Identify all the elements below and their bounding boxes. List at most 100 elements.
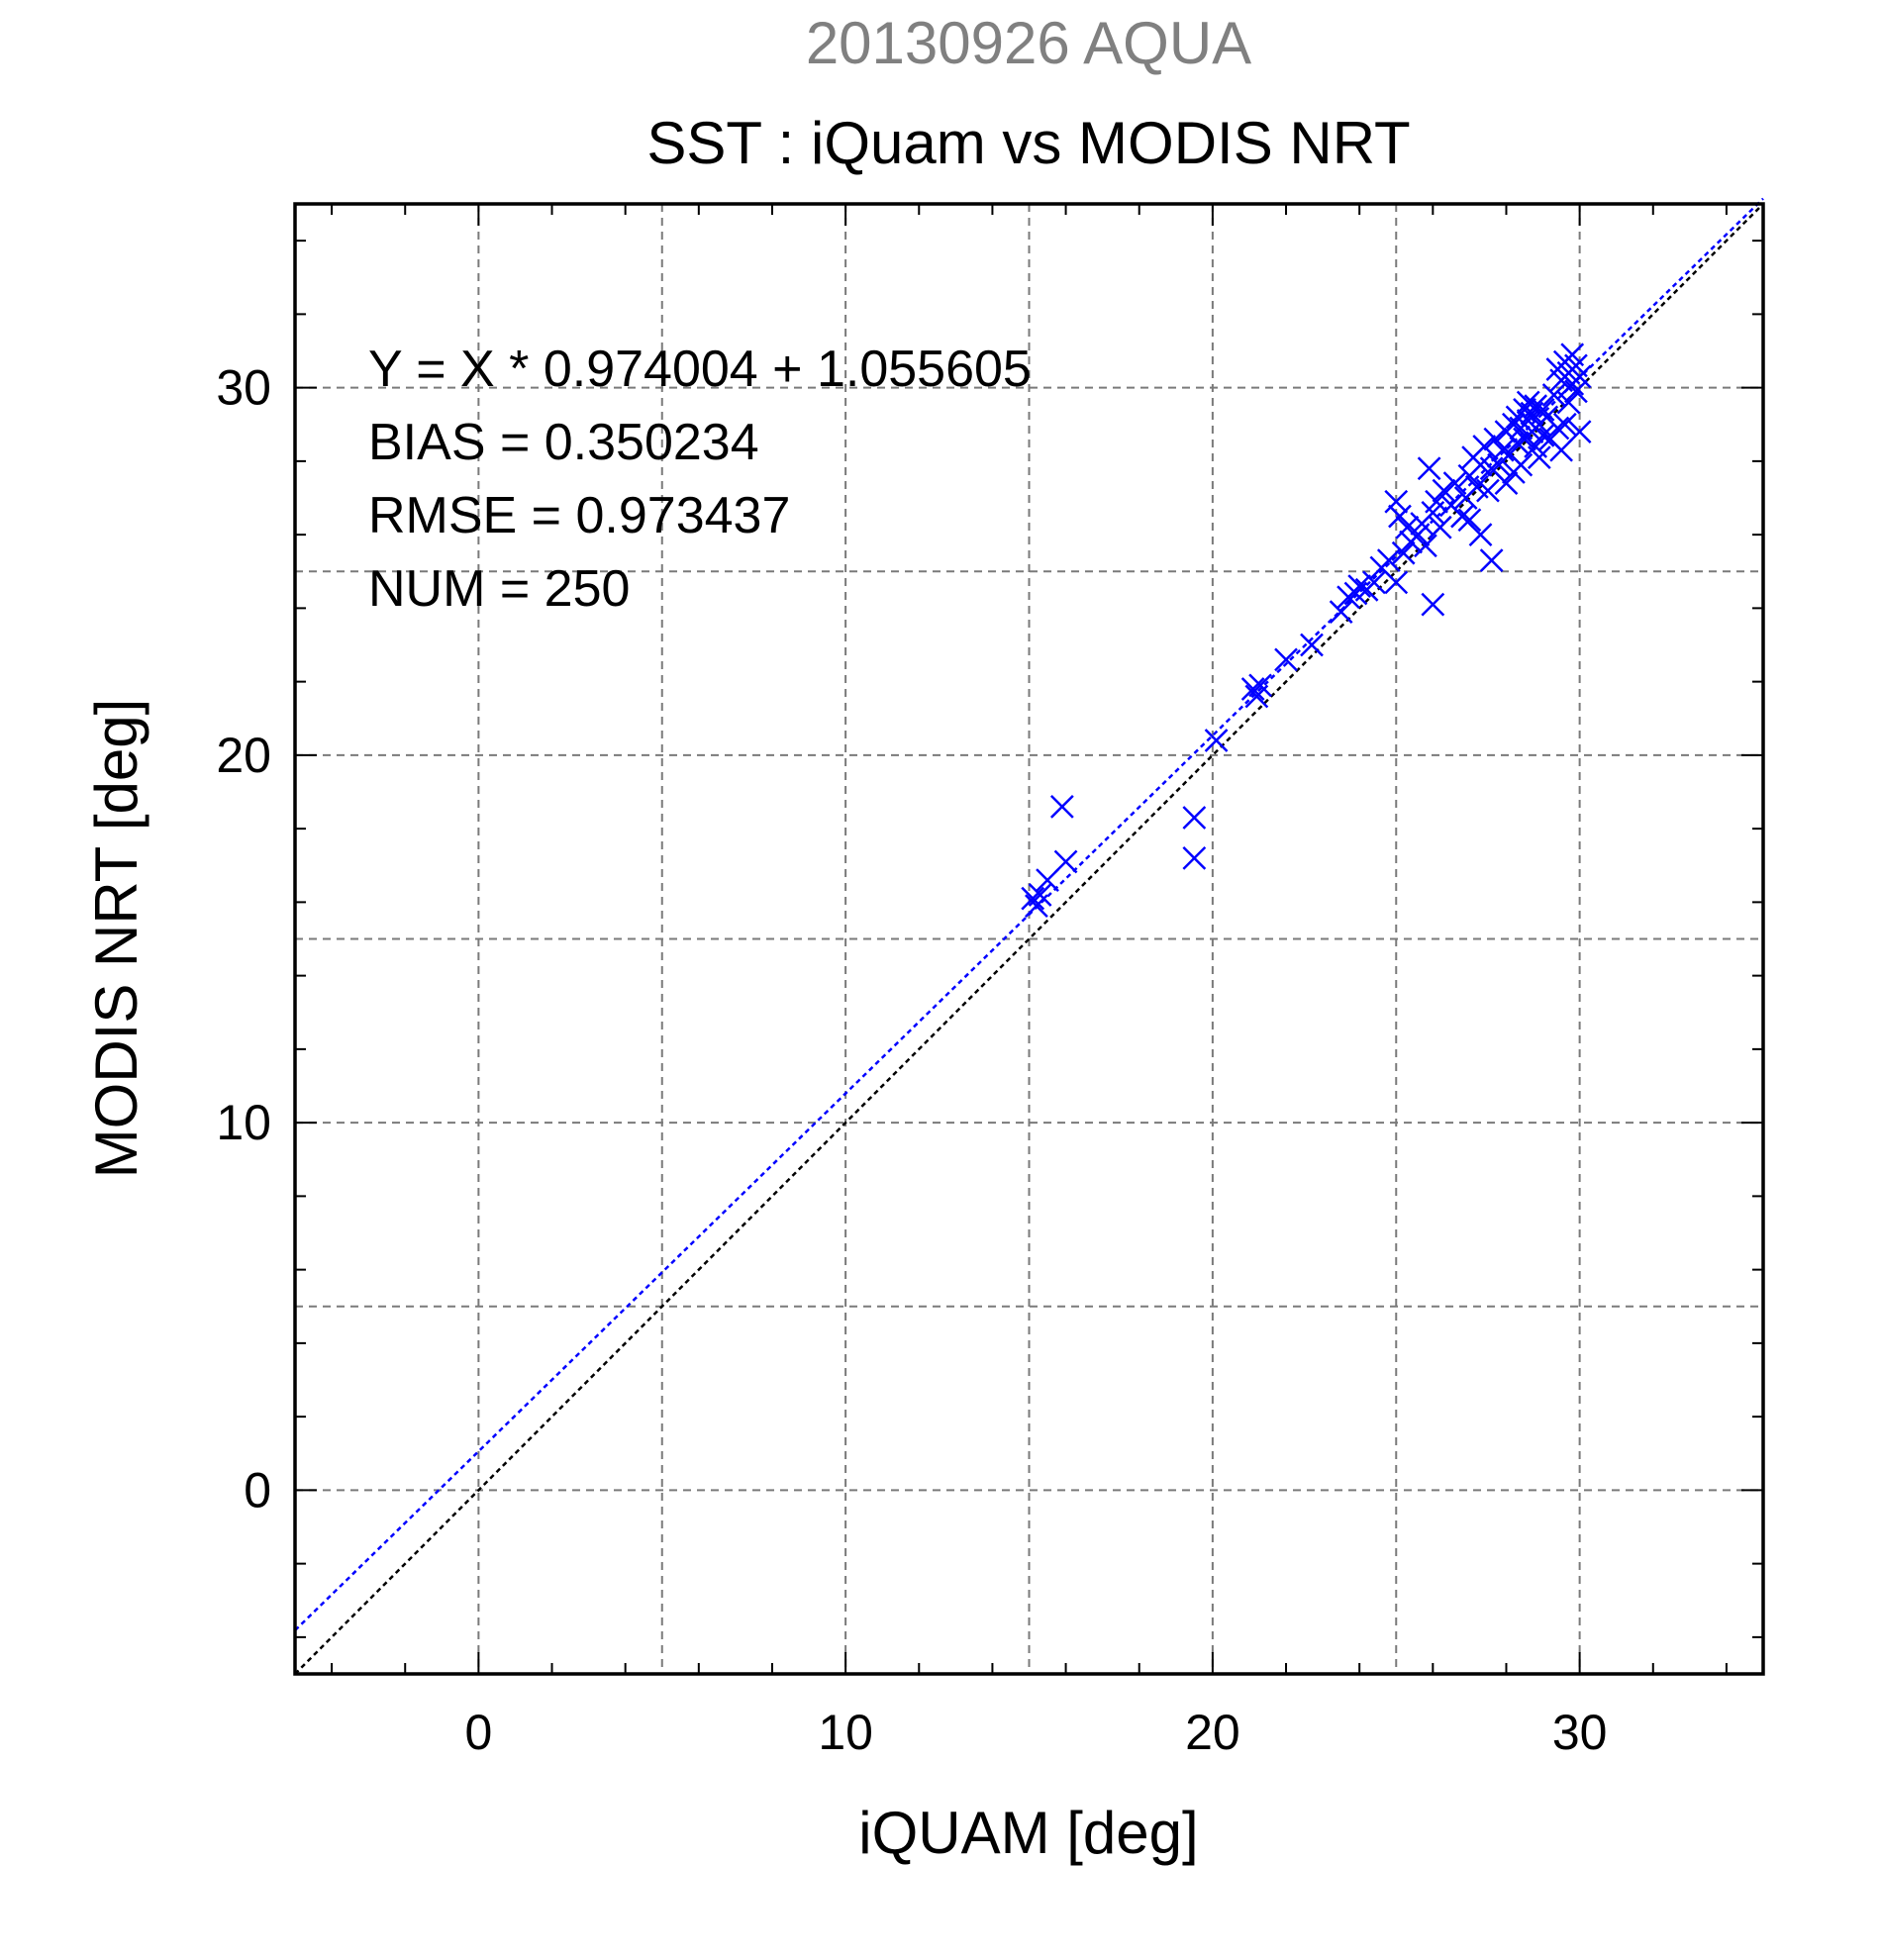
stat-line-equation: Y = X * 0.974004 + 1.055605 [368,341,1032,398]
y-tick-label: 0 [244,1462,271,1518]
data-point-stroke [1362,570,1386,595]
data-point-stroke [1442,471,1467,496]
data-point-stroke [1472,435,1497,458]
data-point-stroke [1468,523,1493,547]
data-points [1021,343,1592,918]
tick-labels: 0 10 20 30 0 10 20 30 [216,360,1607,1760]
data-point-stroke [1567,364,1592,389]
data-point-stroke [1329,600,1353,624]
data-point [1362,570,1386,595]
data-point-stroke [1414,534,1437,558]
data-point [1509,452,1534,477]
x-tick-label: 0 [464,1705,492,1760]
data-point-stroke [1567,420,1592,444]
data-point [1274,647,1298,672]
data-point-stroke [1516,390,1540,415]
data-point-stroke [1053,849,1078,874]
data-point [1384,570,1409,595]
data-point [1421,592,1445,617]
data-point [1502,412,1526,437]
data-point-stroke [1524,394,1548,419]
data-point [1329,600,1353,624]
data-point-stroke [1248,673,1272,698]
data-point-stroke [1384,489,1409,514]
data-point [1564,379,1588,404]
axis-ticks [295,204,1763,1674]
data-point-stroke [1490,438,1515,462]
data-point-stroke [1395,515,1420,539]
x-axis-title: iQUAM [deg] [858,1800,1198,1866]
plot-frame [293,202,1765,1676]
data-point [1417,456,1441,481]
chart-subtitle: 20130926 AQUA [806,10,1251,76]
data-point [1395,515,1420,539]
data-point-stroke [1464,474,1489,499]
data-point-stroke [1450,504,1474,529]
data-point-stroke [1421,592,1445,617]
data-point-stroke [1505,431,1530,455]
x-tick-label: 30 [1552,1705,1608,1760]
data-point [1391,540,1416,565]
data-point [1248,673,1272,698]
data-point-stroke [1556,390,1581,415]
data-point [1049,794,1074,819]
data-point [1531,424,1555,447]
data-point [1468,523,1493,547]
data-point [1505,431,1530,455]
data-point [1428,515,1452,539]
data-point [1476,478,1500,503]
data-point-stroke [1545,416,1570,441]
data-point-stroke [1417,456,1441,481]
data-point [1182,806,1207,830]
data-point [1053,849,1078,874]
data-point-stroke [1182,806,1207,830]
data-point [1182,845,1207,870]
data-point-stroke [1376,548,1401,572]
data-point [1204,729,1229,752]
data-point-stroke [1036,868,1059,892]
grid-lines [295,204,1763,1674]
data-point-stroke [1468,452,1493,477]
data-point [1545,416,1570,441]
data-point [1490,438,1515,462]
data-point [1567,364,1592,389]
data-point [1384,489,1409,514]
data-point-stroke [1432,478,1456,503]
data-point [1549,438,1573,462]
data-point-stroke [1182,845,1207,870]
data-point-stroke [1560,343,1585,367]
data-point-stroke [1457,508,1482,533]
data-point [1036,868,1059,892]
data-point-stroke [1028,883,1052,907]
data-point-stroke [1531,424,1555,447]
data-point-stroke [1388,504,1412,529]
stat-line-rmse: RMSE = 0.973437 [368,487,790,544]
data-point [1388,504,1412,529]
data-point-stroke [1438,493,1463,518]
data-point [1376,548,1401,572]
data-point [1414,534,1437,558]
data-point-stroke [1240,677,1265,701]
stat-line-num: NUM = 250 [368,560,630,618]
data-point [1457,508,1482,533]
data-point-stroke [1564,379,1588,404]
data-point-stroke [1564,353,1588,378]
data-point-stroke [1552,412,1577,437]
data-point [1450,504,1474,529]
data-point-stroke [1494,471,1519,496]
data-point-stroke [1384,570,1409,595]
data-point [1021,886,1045,911]
fit-statistics: Y = X * 0.974004 + 1.055605 BIAS = 0.350… [368,341,1032,618]
data-point-stroke [1428,515,1452,539]
data-point [1300,633,1324,657]
data-point-stroke [1274,647,1298,672]
chart-title: SST : iQuam vs MODIS NRT [646,110,1410,176]
data-point [1347,574,1372,598]
data-point-stroke [1204,729,1229,752]
data-point-stroke [1347,574,1372,598]
data-point [1240,677,1265,701]
x-tick-label: 10 [818,1705,873,1760]
data-point-stroke [1549,438,1573,462]
data-point [1567,420,1592,444]
